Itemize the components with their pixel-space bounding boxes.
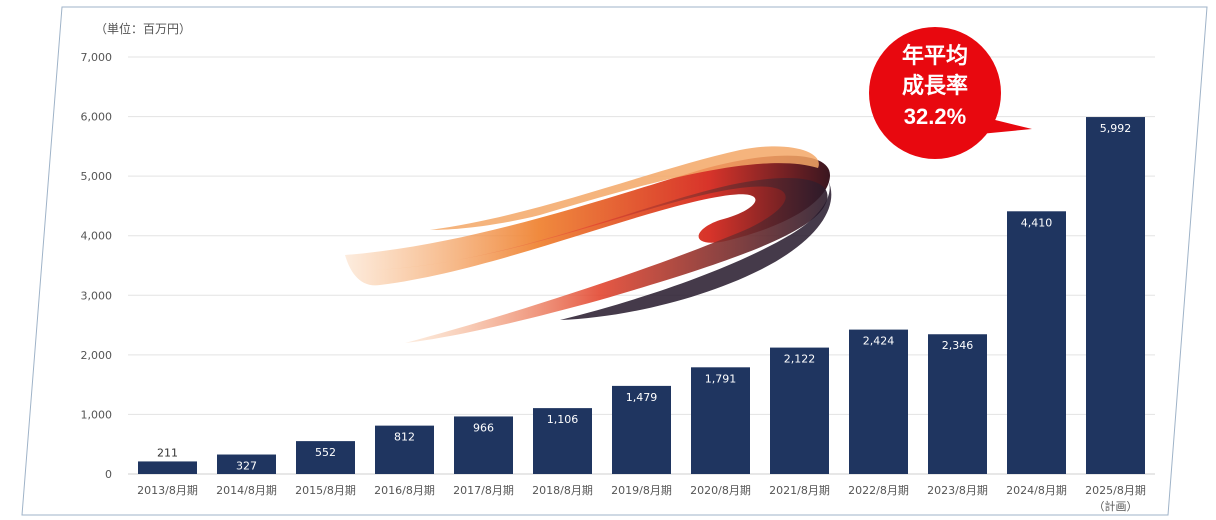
bar — [770, 347, 829, 474]
y-tick-label: 5,000 — [81, 170, 113, 183]
data-label: 5,992 — [1100, 122, 1132, 135]
x-tick-label: 2014/8月期 — [216, 484, 277, 497]
data-label: 552 — [315, 446, 336, 459]
y-tick-label: 6,000 — [81, 111, 113, 124]
callout-line-3: 32.2% — [904, 104, 966, 129]
data-label: 966 — [473, 421, 494, 434]
bar-layer — [138, 117, 1145, 475]
y-tick-label: 3,000 — [81, 289, 113, 302]
y-axis: 0 1,000 2,000 3,000 4,000 5,000 6,000 7,000 — [81, 51, 113, 481]
data-label: 1,479 — [626, 391, 658, 404]
y-tick-label: 4,000 — [81, 230, 113, 243]
x-tick-label: 2022/8月期 — [848, 484, 909, 497]
data-label: 1,106 — [547, 413, 579, 426]
y-tick-label: 2,000 — [81, 349, 113, 362]
bar — [217, 454, 276, 474]
x-axis: 2013/8月期 2014/8月期 2015/8月期 2016/8月期 2017/8月期… — [137, 484, 1146, 513]
x-tick-label: 2015/8月期 — [295, 484, 356, 497]
y-tick-label: 1,000 — [81, 408, 113, 421]
data-label: 327 — [236, 460, 257, 473]
data-label: 211 — [157, 446, 178, 459]
bar — [533, 408, 592, 474]
swoosh-decoration — [345, 146, 832, 343]
bar — [1086, 117, 1145, 474]
data-label: 2,346 — [942, 339, 974, 352]
bar — [296, 441, 355, 474]
y-tick-label: 0 — [105, 468, 112, 481]
unit-label: （単位：百万円） — [95, 21, 191, 36]
x-tick-label: 2016/8月期 — [374, 484, 435, 497]
bar — [375, 425, 434, 474]
data-label: 2,424 — [863, 335, 895, 348]
callout-bubble — [869, 27, 1001, 159]
data-label: 812 — [394, 431, 415, 444]
bar — [138, 461, 197, 474]
x-tick-label: 2017/8月期 — [453, 484, 514, 497]
x-tick-label: 2024/8月期 — [1006, 484, 1067, 497]
x-tick-label: 2019/8月期 — [611, 484, 672, 497]
growth-callout: 年平均 成長率 32.2% — [869, 27, 1032, 159]
callout-line-1: 年平均 — [902, 43, 968, 68]
data-label: 1,791 — [705, 372, 737, 385]
data-label: 4,410 — [1021, 216, 1053, 229]
x-tick-label: 2020/8月期 — [690, 484, 751, 497]
x-tick-label: 2023/8月期 — [927, 484, 988, 497]
data-label-layer: 211 327 552 812 966 1,106 1,479 1,791 2,122 2,424… — [157, 122, 1131, 472]
x-tick-label: 2013/8月期 — [137, 484, 198, 497]
x-tick-label: 2025/8月期 — [1085, 484, 1146, 497]
bar — [454, 416, 513, 474]
bar — [849, 329, 908, 474]
bar — [612, 385, 671, 474]
bar — [1007, 211, 1066, 475]
x-tick-label: 2018/8月期 — [532, 484, 593, 497]
callout-line-2: 成長率 — [902, 73, 968, 98]
bar — [928, 334, 987, 474]
x-tick-note: （計画） — [1094, 499, 1138, 513]
x-tick-label: 2021/8月期 — [769, 484, 830, 497]
bar — [691, 367, 750, 474]
y-tick-label: 7,000 — [81, 51, 113, 64]
data-label: 2,122 — [784, 353, 816, 366]
